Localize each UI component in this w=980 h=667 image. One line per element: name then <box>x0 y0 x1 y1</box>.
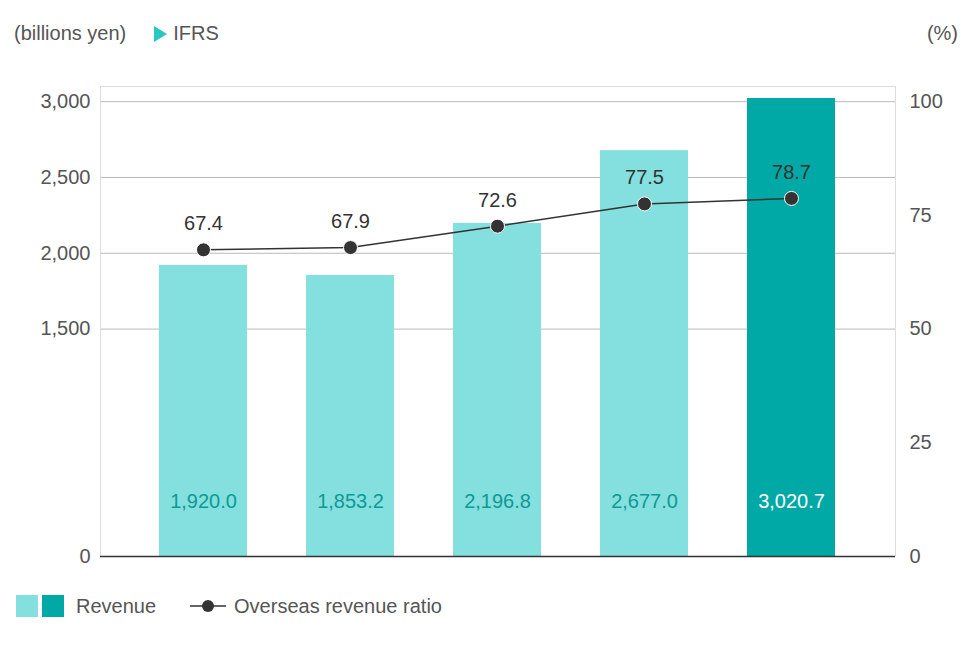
svg-text:0: 0 <box>910 545 921 567</box>
svg-text:3,020.7: 3,020.7 <box>758 490 825 512</box>
html-text:(billions yen): (billions yen) <box>14 22 127 44</box>
html-text:Revenue: Revenue <box>76 594 157 617</box>
svg-text:72.6: 72.6 <box>478 189 517 211</box>
svg-text:50: 50 <box>910 317 932 339</box>
svg-text:67.4: 67.4 <box>184 212 223 234</box>
svg-text:78.7: 78.7 <box>772 161 811 183</box>
svg-text:2,677.0: 2,677.0 <box>611 490 678 512</box>
svg-text:2,500: 2,500 <box>40 166 90 188</box>
svg-text:77.5: 77.5 <box>625 166 664 188</box>
svg-text:1,853.2: 1,853.2 <box>317 490 384 512</box>
svg-text:2,196.8: 2,196.8 <box>464 490 531 512</box>
svg-text:2,000: 2,000 <box>40 242 90 264</box>
svg-text:67.9: 67.9 <box>331 210 370 232</box>
svg-text:75: 75 <box>910 204 932 226</box>
svg-text:25: 25 <box>910 431 932 453</box>
svg-text:3,000: 3,000 <box>40 90 90 112</box>
html-text:Overseas revenue ratio: Overseas revenue ratio <box>234 594 442 617</box>
svg-text:100: 100 <box>910 90 943 112</box>
html-text:IFRS: IFRS <box>173 22 219 44</box>
svg-text:1,920.0: 1,920.0 <box>170 490 237 512</box>
svg-text:0: 0 <box>79 545 90 567</box>
svg-text:1,500: 1,500 <box>40 317 90 339</box>
